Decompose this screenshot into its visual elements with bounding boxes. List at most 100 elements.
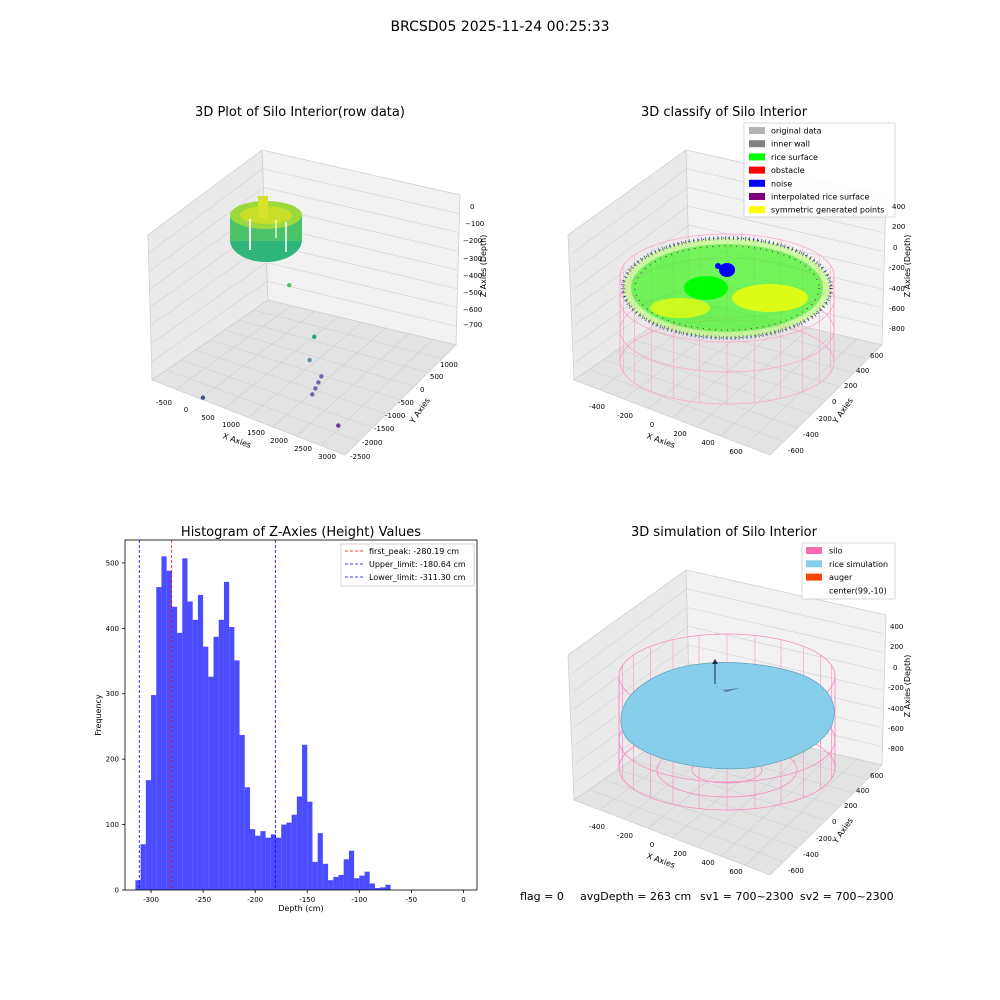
- y-tick-label: 300: [106, 690, 119, 698]
- svg-text:−600: −600: [463, 306, 482, 314]
- histogram-bar: [135, 880, 141, 890]
- histogram-bar: [369, 883, 375, 890]
- legend-label: interpolated rice surface: [771, 193, 869, 202]
- x-tick-label: -200: [247, 896, 263, 904]
- svg-text:-400: -400: [589, 403, 605, 411]
- svg-text:-200: -200: [816, 835, 832, 843]
- sv1-text: sv1 = 700~2300: [700, 890, 794, 903]
- svg-text:200: 200: [844, 382, 857, 390]
- legend-label: symmetric generated points: [771, 206, 884, 215]
- svg-text:−100: −100: [465, 220, 484, 228]
- legend-label: obstacle: [771, 166, 805, 175]
- legend-label: silo: [829, 547, 843, 556]
- histogram-bar: [281, 824, 287, 890]
- y-axis-label: Frequency: [94, 694, 103, 736]
- svg-text:-400: -400: [888, 705, 904, 713]
- svg-text:1000: 1000: [222, 421, 240, 429]
- svg-text:-500: -500: [398, 399, 414, 407]
- histogram-title: Histogram of Z-Axies (Height) Values: [181, 525, 421, 540]
- panel-histogram: Histogram of Z-Axies (Height) Values -30…: [94, 525, 478, 913]
- svg-text:500: 500: [201, 414, 214, 422]
- svg-text:3000: 3000: [318, 453, 336, 461]
- svg-text:0: 0: [184, 406, 188, 414]
- plot-frame: [124, 539, 478, 891]
- histogram-bar: [328, 880, 334, 890]
- svg-text:400: 400: [701, 439, 714, 447]
- rice-simulation-surface: [620, 662, 835, 770]
- svg-text:400: 400: [856, 787, 869, 795]
- legend-label: rice simulation: [829, 560, 888, 569]
- histogram-bar: [374, 888, 381, 890]
- histogram-bar: [229, 627, 235, 890]
- svg-text:200: 200: [844, 802, 857, 810]
- x-axis-label: X Axies: [645, 851, 676, 870]
- y-tick-labels: -2500 -2000 -1500 -1000 -500 0 500 1000: [350, 361, 458, 461]
- outlier-point: [316, 380, 321, 385]
- svg-text:-200: -200: [617, 832, 633, 840]
- histogram-bar: [166, 570, 172, 890]
- x-tick-labels: -500 0 500 1000 1500 2000 2500 3000: [156, 399, 336, 461]
- svg-text:-400: -400: [803, 431, 819, 439]
- legend-swatch: [749, 179, 765, 187]
- z-tick-labels: 400 200 0 -200 -400 -600 -800: [888, 623, 904, 753]
- x-tick-label: -150: [299, 896, 315, 904]
- y-tick-label: 0: [115, 887, 119, 895]
- y-ticks: 0 100 200 300 400 500: [106, 559, 125, 895]
- y-tick-label: 200: [106, 756, 119, 764]
- svg-text:-600: -600: [788, 867, 804, 875]
- histogram-bar: [197, 594, 204, 890]
- legend-swatch: [749, 153, 765, 161]
- legend-swatch: [749, 140, 765, 148]
- legend: original data inner wall rice surface obsta…: [743, 122, 896, 218]
- svg-text:-600: -600: [889, 305, 905, 313]
- histogram-bar: [333, 876, 339, 890]
- histogram-bar: [161, 556, 167, 890]
- x-tick-label: -300: [143, 896, 159, 904]
- legend-label: original data: [771, 127, 822, 136]
- svg-text:-400: -400: [889, 285, 905, 293]
- outlier-point: [336, 423, 341, 428]
- svg-text:-600: -600: [888, 725, 904, 733]
- z-axis-label: Z Axies (Depth): [479, 235, 488, 298]
- panel-classify-3d-title: 3D classify of Silo Interior: [641, 105, 808, 120]
- svg-text:1000: 1000: [440, 361, 458, 369]
- histogram-bar: [140, 844, 146, 890]
- svg-text:-800: -800: [888, 745, 904, 753]
- histogram-bar: [208, 676, 214, 890]
- histogram-bar: [317, 833, 323, 890]
- svg-text:0: 0: [650, 841, 654, 849]
- z-axis-label: Z Axies (Depth): [903, 655, 912, 718]
- svg-text:2500: 2500: [294, 445, 312, 453]
- svg-text:-200: -200: [888, 684, 904, 692]
- histogram-bar: [296, 796, 303, 890]
- histogram-bar: [364, 871, 370, 890]
- svg-text:-200: -200: [617, 412, 633, 420]
- outlier-point: [200, 395, 206, 400]
- svg-text:600: 600: [870, 352, 883, 360]
- x-axis-label: Depth (cm): [278, 904, 323, 913]
- svg-text:-200: -200: [816, 415, 832, 423]
- svg-text:200: 200: [673, 430, 686, 438]
- histogram-bar: [249, 829, 256, 890]
- histogram-bars: [135, 556, 391, 890]
- x-tick-label: 0: [461, 896, 465, 904]
- svg-text:1500: 1500: [247, 429, 265, 437]
- svg-text:400: 400: [892, 203, 905, 211]
- histogram-bar: [182, 558, 188, 890]
- histogram-bar: [223, 581, 230, 890]
- legend-swatch: [749, 166, 765, 174]
- histogram-bar: [239, 734, 245, 890]
- outlier-point: [312, 334, 317, 339]
- legend-label: rice surface: [771, 153, 818, 162]
- histogram-bar: [171, 606, 178, 890]
- legend: first_peak: -280.19 cm Upper_limit: -180.…: [340, 543, 475, 587]
- x-ticks: -300 -250 -200 -150 -100 -50 0: [143, 890, 466, 904]
- histogram-bar: [213, 636, 219, 890]
- histogram-bar: [187, 601, 193, 890]
- z-tick-labels: 400 200 0 -200 -400 -600 -800: [889, 203, 905, 333]
- legend-label: noise: [771, 179, 792, 188]
- histogram-bar: [312, 861, 318, 890]
- panel-simulation-3d-title: 3D simulation of Silo Interior: [631, 525, 818, 540]
- flag-text: flag = 0: [520, 890, 564, 903]
